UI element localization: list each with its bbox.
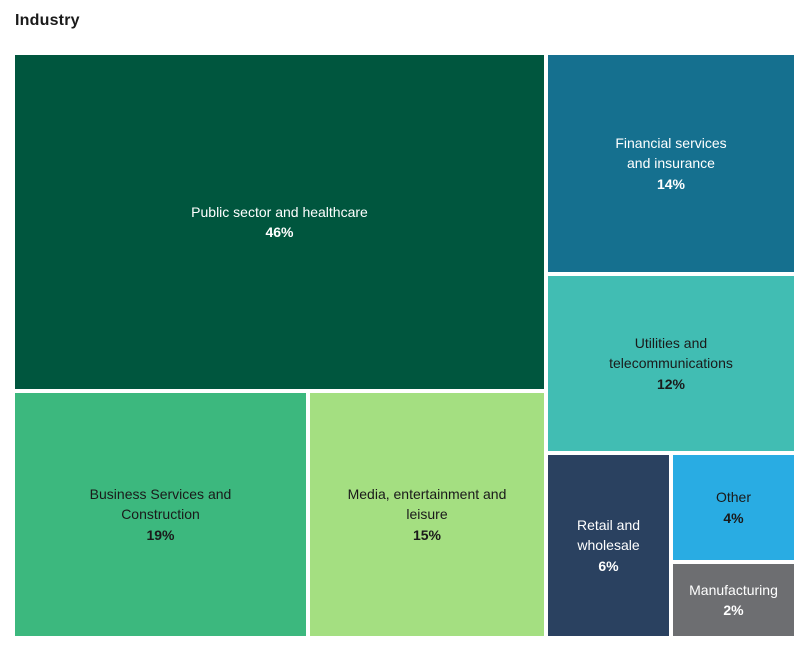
treemap-tile-business-services-and-construction[interactable]: Business Services and Construction 19% [15, 393, 306, 636]
tile-label-block: Financial services and insurance 14% [607, 133, 734, 194]
tile-label-line: and insurance [627, 155, 715, 172]
tile-label-line: wholesale [577, 537, 640, 554]
treemap-tile-media-entertainment-and-leisure[interactable]: Media, entertainment and leisure 15% [310, 393, 544, 636]
tile-label-block: Business Services and Construction 19% [82, 484, 240, 545]
treemap-tile-public-sector-and-healthcare[interactable]: Public sector and healthcare 46% [15, 55, 544, 389]
tile-value: 4% [723, 509, 744, 526]
tile-value: 6% [598, 557, 619, 574]
tile-label-line: Construction [121, 506, 200, 523]
tile-value: 14% [656, 175, 685, 192]
tile-label-block: Public sector and healthcare 46% [183, 202, 376, 243]
tile-label-line: telecommunications [609, 355, 733, 372]
tile-label-line: leisure [406, 506, 448, 523]
tile-label-block: Retail and wholesale 6% [569, 515, 648, 576]
treemap-tile-utilities-and-telecommunications[interactable]: Utilities and telecommunications 12% [548, 276, 794, 451]
tile-label-block: Utilities and telecommunications 12% [601, 333, 741, 394]
tile-label-line: Business Services and [89, 486, 232, 503]
tile-value: 12% [656, 375, 685, 392]
tile-label-block: Other 4% [708, 487, 759, 528]
treemap-tile-financial-services-and-insurance[interactable]: Financial services and insurance 14% [548, 55, 794, 272]
tile-value: 15% [412, 526, 441, 543]
treemap-tile-manufacturing[interactable]: Manufacturing 2% [673, 564, 794, 636]
tile-value: 2% [723, 602, 744, 618]
tile-label-line: Manufacturing [689, 581, 778, 598]
tile-label-block: Media, entertainment and leisure 15% [340, 484, 515, 545]
tile-label-line: Financial services [615, 135, 727, 152]
tile-label-line: Other [715, 489, 751, 506]
tile-label-line: Utilities and [634, 335, 708, 352]
tile-value: 19% [146, 526, 175, 543]
treemap-tile-retail-and-wholesale[interactable]: Retail and wholesale 6% [548, 455, 669, 636]
chart-title: Industry [15, 12, 80, 29]
tile-label-line: Media, entertainment and [347, 486, 507, 503]
tile-value: 46% [265, 224, 294, 240]
tile-label-line: Retail and [576, 517, 641, 534]
treemap-tile-other[interactable]: Other 4% [673, 455, 794, 560]
tile-label-block: Manufacturing 2% [681, 580, 786, 621]
tile-label-line: Public sector and healthcare [191, 203, 368, 220]
